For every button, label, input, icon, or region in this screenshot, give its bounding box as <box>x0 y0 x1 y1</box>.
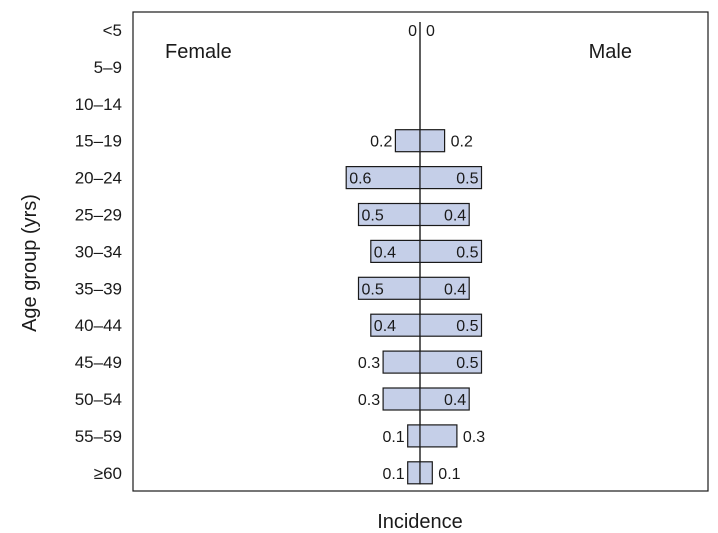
value-label-male: 0.4 <box>444 392 466 409</box>
value-label-male: 0.4 <box>444 208 466 225</box>
legend-female: Female <box>165 41 232 63</box>
bar-male <box>419 387 470 411</box>
value-label-female: 0.3 <box>358 392 380 409</box>
bars-layer <box>345 129 483 485</box>
value-label-female: 0.1 <box>382 429 404 446</box>
value-label-female: 0 <box>408 23 417 40</box>
bar-male <box>419 202 470 227</box>
y-tick-label: 5–9 <box>94 58 122 77</box>
bar-male <box>419 239 483 263</box>
value-label-male: 0.4 <box>444 281 466 298</box>
value-label-female: 0.4 <box>374 244 396 261</box>
value-label-female: 0.2 <box>370 134 392 151</box>
bar-male <box>419 166 483 190</box>
y-tick-label: 25–29 <box>75 206 122 225</box>
bar-male <box>419 461 433 485</box>
value-label-male: 0.3 <box>463 429 485 446</box>
y-tick-label: 15–19 <box>75 132 122 151</box>
value-labels-layer: 0 0 0.2 0.2 0.6 0.5 0.5 0.4 0.4 0.5 0.5 0.4 0.4 0.5 0.… <box>349 23 485 483</box>
y-tick-label: 55–59 <box>75 427 122 446</box>
y-tick-label: 10–14 <box>75 95 122 114</box>
value-label-male: 0.2 <box>451 134 473 151</box>
value-label-female: 0.5 <box>362 281 384 298</box>
bar-male <box>419 276 470 300</box>
value-label-female: 0.3 <box>358 355 380 372</box>
y-tick-label: 35–39 <box>75 279 122 298</box>
value-label-male: 0.5 <box>456 171 478 188</box>
legend-male: Male <box>589 41 632 63</box>
y-tick-labels: <5 5–9 10–14 15–19 20–24 25–29 30–34 35–39 40–44… <box>75 21 122 483</box>
y-tick-label: 30–34 <box>75 242 122 261</box>
bar-male <box>419 350 483 374</box>
y-axis-label: Age group (yrs) <box>19 194 41 332</box>
value-label-female: 0.6 <box>349 171 371 188</box>
y-tick-label: <5 <box>103 21 122 40</box>
bar-male <box>419 129 446 153</box>
value-label-female: 0.4 <box>374 318 396 335</box>
bar-female <box>394 129 421 153</box>
bar-female <box>382 387 421 411</box>
y-tick-label: 20–24 <box>75 169 122 188</box>
bar-female <box>407 461 421 485</box>
y-tick-label: 45–49 <box>75 353 122 372</box>
value-label-male: 0 <box>426 23 435 40</box>
y-tick-label: ≥60 <box>94 464 122 483</box>
value-label-male: 0.5 <box>456 318 478 335</box>
value-label-male: 0.5 <box>456 355 478 372</box>
x-axis-label: Incidence <box>377 511 463 533</box>
y-tick-label: 50–54 <box>75 390 122 409</box>
bar-female <box>382 350 421 374</box>
value-label-female: 0.1 <box>382 466 404 483</box>
value-label-male: 0.5 <box>456 244 478 261</box>
y-tick-label: 40–44 <box>75 316 122 335</box>
bar-female <box>407 424 421 448</box>
value-label-female: 0.5 <box>362 208 384 225</box>
bar-male <box>419 424 458 448</box>
value-label-male: 0.1 <box>438 466 460 483</box>
bar-male <box>419 313 483 337</box>
